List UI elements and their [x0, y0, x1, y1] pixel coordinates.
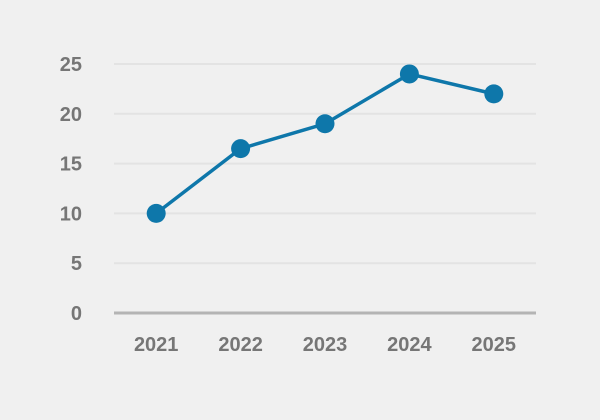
data-point-2023: [315, 114, 335, 134]
x-tick-label: 2021: [134, 334, 179, 356]
series-line: [155, 72, 495, 215]
y-axis-ticks: 0 5 10 15 20 25: [60, 54, 82, 325]
y-tick-label: 15: [60, 154, 82, 176]
data-point-markers: [146, 64, 504, 223]
gridlines: [114, 63, 536, 265]
data-point-2024: [399, 64, 419, 84]
x-tick-label: 2023: [303, 334, 348, 356]
y-tick-label: 0: [71, 303, 82, 325]
y-tick-label: 20: [60, 104, 82, 126]
data-point-2022: [231, 139, 251, 159]
y-tick-label: 25: [60, 54, 82, 76]
x-axis-ticks: 2021 2022 2023 2024 2025: [134, 334, 516, 356]
x-tick-label: 2024: [387, 334, 432, 356]
data-point-2025: [484, 84, 504, 104]
y-tick-label: 10: [60, 203, 82, 225]
x-tick-label: 2022: [218, 334, 263, 356]
y-tick-label: 5: [71, 253, 82, 275]
x-tick-label: 2025: [472, 334, 517, 356]
data-point-2021: [146, 203, 166, 223]
